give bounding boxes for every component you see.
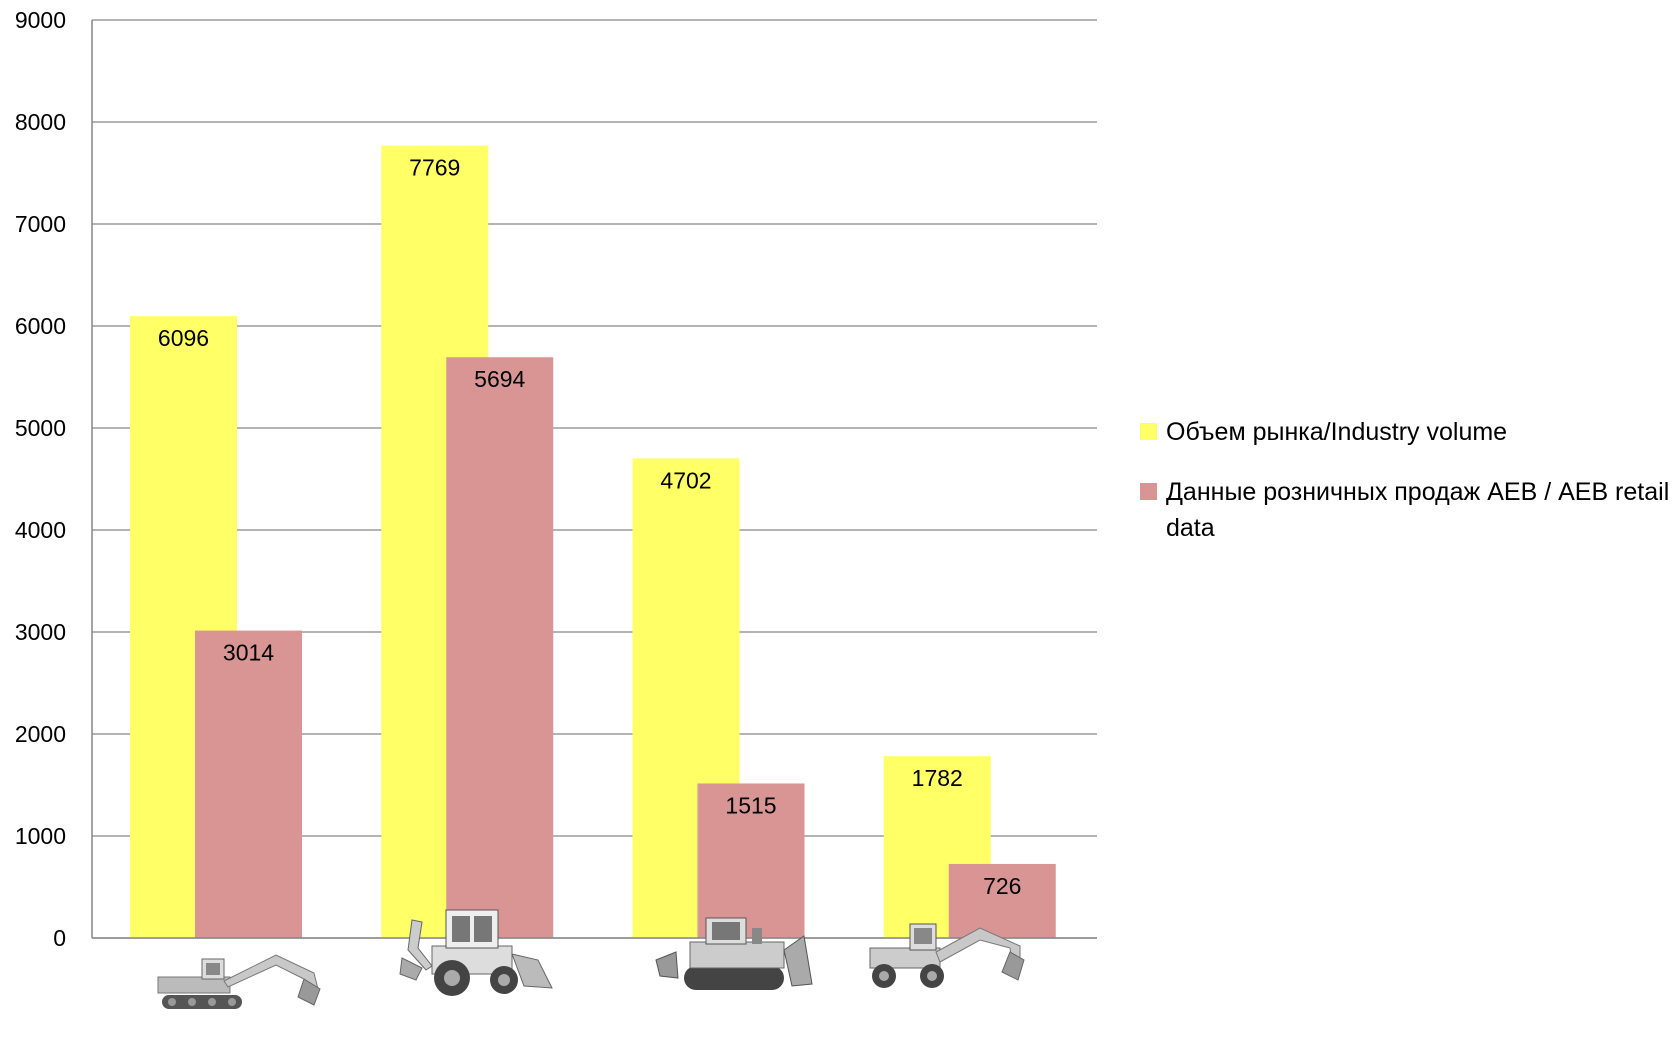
y-tick-label: 4000 <box>15 517 66 543</box>
backhoe-loader-icon <box>399 909 553 996</box>
y-axis-tick-labels: 0 1000 2000 3000 4000 5000 6000 7000 8000 9000 <box>15 7 66 951</box>
legend-label: Объем рынка/Industry volume <box>1166 418 1508 446</box>
data-label: 1515 <box>725 792 776 818</box>
y-tick-label: 6000 <box>15 313 66 339</box>
y-tick-label: 5000 <box>15 415 66 441</box>
data-label: 7769 <box>409 155 460 181</box>
data-label: 3014 <box>223 640 274 666</box>
y-tick-label: 0 <box>53 925 66 951</box>
y-tick-label: 3000 <box>15 619 66 645</box>
bars <box>130 145 1056 938</box>
legend: Объем рынка/Industry volume Данные розни… <box>1140 414 1670 570</box>
legend-swatch-industry-volume <box>1140 423 1157 440</box>
y-tick-label: 7000 <box>15 211 66 237</box>
bar-aeb-retail <box>697 783 805 938</box>
data-labels: 6096 3014 7769 5694 4702 1515 1782 726 <box>158 155 1022 899</box>
data-label: 726 <box>983 873 1021 899</box>
legend-label: Данные розничных продаж АЕВ / AEB retail… <box>1166 478 1670 542</box>
data-label: 4702 <box>660 467 711 493</box>
bar-aeb-retail <box>195 630 302 938</box>
wheeled-excavator-icon <box>869 923 1025 988</box>
data-label: 1782 <box>912 765 963 791</box>
y-tick-label: 2000 <box>15 721 66 747</box>
excavator-icon <box>157 954 321 1009</box>
legend-item-aeb-retail: Данные розничных продаж АЕВ / AEB retail… <box>1140 474 1670 546</box>
y-tick-label: 9000 <box>15 7 66 33</box>
y-tick-label: 1000 <box>15 823 66 849</box>
bulldozer-icon <box>655 917 813 990</box>
legend-swatch-aeb-retail <box>1140 483 1157 500</box>
bar-aeb-retail <box>446 357 554 938</box>
data-label: 5694 <box>474 366 525 392</box>
bar-aeb-retail <box>948 863 1056 938</box>
legend-item-industry-volume: Объем рынка/Industry volume <box>1140 414 1670 450</box>
y-tick-label: 8000 <box>15 109 66 135</box>
data-label: 6096 <box>158 325 209 351</box>
